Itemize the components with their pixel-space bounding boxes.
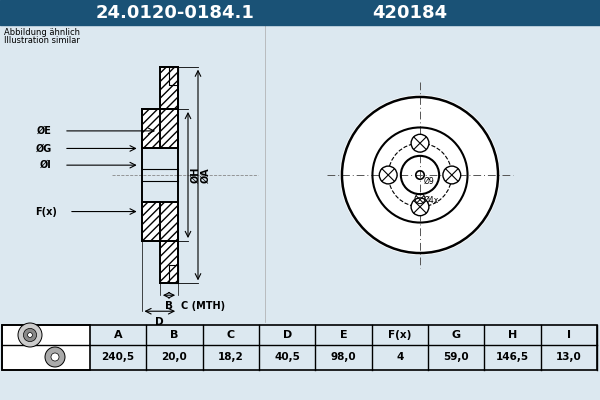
Text: 98,0: 98,0: [331, 352, 356, 362]
Text: H: H: [508, 330, 517, 340]
Bar: [142, 202, 178, 241]
Circle shape: [23, 328, 37, 342]
Circle shape: [443, 166, 461, 184]
Bar: [142, 109, 178, 148]
Text: 18,2: 18,2: [218, 352, 244, 362]
Bar: [142, 109, 178, 148]
Text: C (MTH): C (MTH): [181, 301, 225, 311]
Text: E: E: [340, 330, 347, 340]
Text: ØA: ØA: [201, 167, 211, 183]
Text: Abbildung ähnlich: Abbildung ähnlich: [4, 28, 80, 37]
Text: Ø4x: Ø4x: [424, 196, 439, 205]
Text: C: C: [227, 330, 235, 340]
Bar: [2, 325, 90, 370]
Text: 146,5: 146,5: [496, 352, 529, 362]
Text: F(x): F(x): [388, 330, 412, 340]
Text: 20,0: 20,0: [161, 352, 187, 362]
Bar: [160, 241, 178, 283]
Text: Ø9: Ø9: [424, 177, 435, 186]
Text: 40,5: 40,5: [274, 352, 300, 362]
Text: D: D: [283, 330, 292, 340]
Circle shape: [45, 347, 65, 367]
Text: 4: 4: [396, 352, 404, 362]
Circle shape: [340, 95, 500, 255]
Text: D: D: [155, 317, 164, 327]
Text: 420184: 420184: [373, 4, 448, 22]
Bar: [160, 67, 178, 109]
Circle shape: [51, 353, 59, 361]
Text: ØE: ØE: [37, 126, 52, 136]
Bar: [169, 265, 178, 283]
Text: G: G: [452, 330, 461, 340]
Text: ØH: ØH: [191, 167, 201, 183]
Bar: [142, 202, 178, 241]
Text: ØG: ØG: [36, 144, 52, 154]
Text: 240,5: 240,5: [101, 352, 135, 362]
Text: F(x): F(x): [35, 206, 57, 216]
Circle shape: [411, 134, 429, 152]
Bar: [160, 67, 178, 109]
Text: 59,0: 59,0: [443, 352, 469, 362]
Circle shape: [379, 166, 397, 184]
Text: B: B: [165, 301, 173, 311]
Bar: [169, 67, 178, 85]
Text: I: I: [567, 330, 571, 340]
Circle shape: [18, 323, 42, 347]
Circle shape: [28, 333, 32, 338]
Bar: [2, 325, 597, 370]
Text: 13,0: 13,0: [556, 352, 582, 362]
Text: Illustration similar: Illustration similar: [4, 36, 80, 45]
Text: ØI: ØI: [40, 160, 52, 170]
Bar: [0, 0, 600, 25]
Bar: [160, 241, 178, 283]
Circle shape: [411, 198, 429, 216]
Bar: [169, 67, 178, 85]
Text: B: B: [170, 330, 179, 340]
Bar: [169, 265, 178, 283]
Text: A: A: [114, 330, 122, 340]
Text: 24.0120-0184.1: 24.0120-0184.1: [95, 4, 254, 22]
